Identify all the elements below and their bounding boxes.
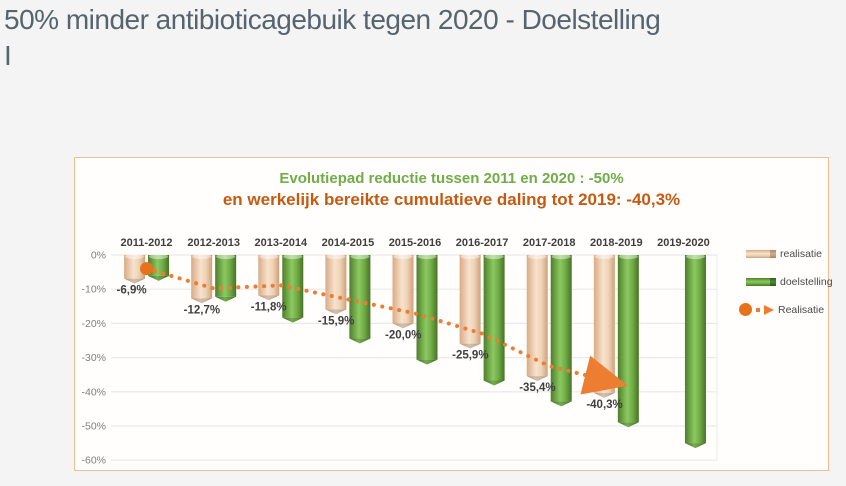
y-axis-tick-label: -30% bbox=[81, 352, 106, 364]
x-axis-category-label: 2012-2013 bbox=[187, 237, 240, 249]
bar-doelstelling-2015-2016 bbox=[416, 253, 438, 365]
x-axis-category-label: 2013-2014 bbox=[254, 237, 307, 249]
bar-doelstelling-2012-2013 bbox=[215, 253, 237, 302]
data-label: -35,4% bbox=[519, 382, 555, 394]
chart-title-line1: Evolutiepad reductie tussen 2011 en 2020… bbox=[279, 170, 624, 187]
bar-realisatie-2014-2015 bbox=[325, 253, 347, 315]
line-dot-icon bbox=[739, 303, 752, 316]
bar-realisatie-2018-2019 bbox=[593, 253, 615, 398]
data-label: -11,8% bbox=[251, 301, 287, 313]
data-label: -20,0% bbox=[385, 329, 421, 341]
realisatie-trend-line bbox=[144, 266, 628, 395]
bar-realisatie-2012-2013 bbox=[191, 253, 213, 304]
bar-realisatie-2015-2016 bbox=[392, 253, 414, 329]
doelstelling-bar-swatch-icon bbox=[746, 278, 776, 286]
bar-realisatie-2016-2017 bbox=[459, 253, 481, 349]
bar-doelstelling-2019-2020 bbox=[684, 253, 706, 449]
x-axis-category-label: 2019-2020 bbox=[657, 237, 710, 249]
bar-realisatie-2013-2014 bbox=[258, 253, 280, 301]
legend-label: doelstelling bbox=[780, 276, 833, 288]
x-axis-category-label: 2018-2019 bbox=[590, 237, 643, 249]
legend-label: realisatie bbox=[780, 248, 823, 260]
legend-item-doelstelling: doelstelling bbox=[739, 276, 833, 288]
page-title: 50% minder antibioticagebuik tegen 2020 … bbox=[4, 4, 661, 71]
bar-doelstelling-2016-2017 bbox=[483, 253, 505, 386]
x-axis-category-label: 2017-2018 bbox=[523, 237, 576, 249]
trend-line-start-dot bbox=[140, 262, 154, 276]
data-label: -6,9% bbox=[117, 285, 147, 297]
bar-doelstelling-2017-2018 bbox=[550, 253, 572, 407]
realisatie-bar-swatch-icon bbox=[746, 250, 776, 258]
y-axis-tick-label: -20% bbox=[81, 318, 106, 330]
legend-item-realisatie-line: Realisatie bbox=[739, 303, 824, 316]
y-axis-tick-label: -60% bbox=[81, 455, 106, 467]
y-axis-tick-label: 0% bbox=[91, 250, 106, 262]
bar-realisatie-2011-2012 bbox=[124, 253, 146, 284]
y-axis-tick-label: -40% bbox=[81, 386, 106, 398]
data-label: -25,9% bbox=[452, 350, 488, 362]
bar-doelstelling-2014-2015 bbox=[349, 253, 371, 344]
bar-doelstelling-2013-2014 bbox=[282, 253, 304, 323]
line-dash-icon bbox=[756, 307, 760, 312]
x-axis-category-label: 2011-2012 bbox=[121, 237, 173, 249]
y-axis-tick-label: -50% bbox=[81, 421, 106, 433]
chart-title-line2: en werkelijk bereikte cumulatieve daling… bbox=[222, 190, 681, 209]
line-arrow-icon bbox=[764, 304, 774, 315]
x-axis-category-label: 2015-2016 bbox=[389, 237, 442, 249]
bar-chart-plot: 0% -10% -20% -30% -40% -50% -60% 2011-2012 2012-… bbox=[81, 237, 718, 467]
data-label: -15,9% bbox=[318, 315, 354, 327]
chart-panel: Evolutiepad reductie tussen 2011 en 2020… bbox=[74, 157, 833, 471]
x-axis-category-label: 2016-2017 bbox=[456, 237, 509, 249]
data-label: -12,7% bbox=[184, 304, 220, 316]
data-label: -40,3% bbox=[586, 399, 622, 411]
x-axis-category-label: 2014-2015 bbox=[322, 237, 375, 249]
legend-item-realisatie: realisatie bbox=[739, 248, 822, 260]
bar-realisatie-2017-2018 bbox=[526, 253, 548, 382]
legend-label: Realisatie bbox=[778, 303, 825, 316]
y-axis-tick-label: -10% bbox=[81, 284, 106, 296]
